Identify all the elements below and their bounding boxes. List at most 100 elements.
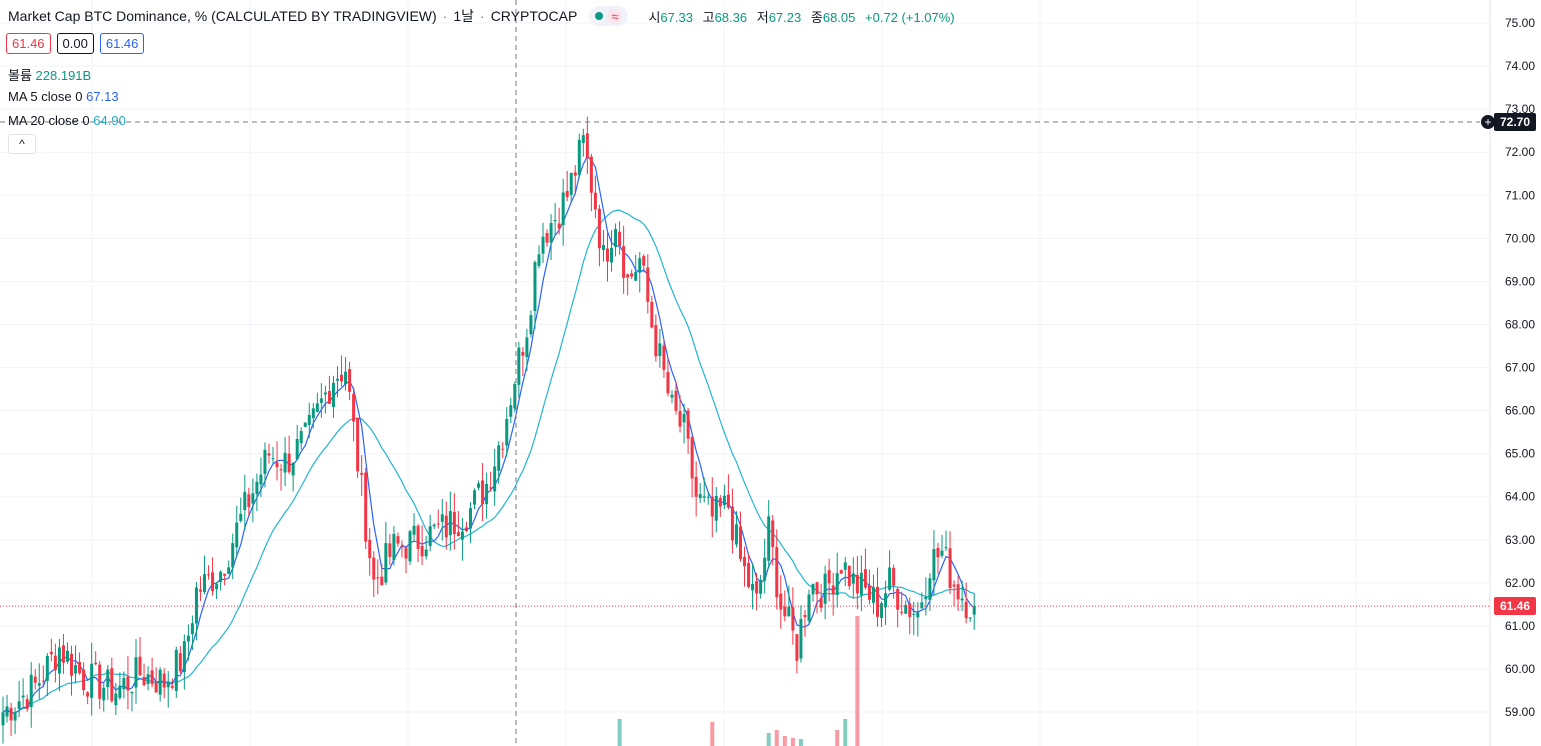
candle-body <box>412 525 416 535</box>
open-value: 67.33 <box>660 9 693 25</box>
candle-body <box>279 469 283 471</box>
candle-body <box>831 585 835 595</box>
candle-body <box>118 685 122 698</box>
candle-body <box>275 462 279 468</box>
candle-body <box>706 496 710 498</box>
ma20-indicator[interactable]: MA 20 close 0 64.90 <box>8 113 126 128</box>
candle-body <box>267 453 271 456</box>
collapse-legend-button[interactable]: ^ <box>8 134 36 154</box>
candle-body <box>473 490 477 505</box>
candle-body <box>626 274 630 278</box>
candle-body <box>851 573 855 584</box>
candle-body <box>126 676 130 691</box>
candle-body <box>505 419 509 446</box>
candle-body <box>408 531 412 562</box>
candle-body <box>207 574 211 576</box>
y-tick-label: 64.00 <box>1505 490 1535 504</box>
volume-bar <box>782 736 787 746</box>
candle-body <box>501 448 505 450</box>
candle-body <box>541 236 545 254</box>
exchange-label[interactable]: CRYPTOCAP <box>490 8 578 24</box>
candle-body <box>952 584 956 587</box>
candle-body <box>331 382 335 407</box>
candle-body <box>25 699 29 709</box>
candle-body <box>601 245 605 251</box>
candle-body <box>372 557 376 580</box>
candle-body <box>122 678 126 690</box>
candle-body <box>634 271 638 281</box>
candle-body <box>223 573 227 576</box>
candle-body <box>37 683 41 686</box>
candle-body <box>174 649 178 691</box>
candle-body <box>90 663 94 698</box>
wave-icon: ≈ <box>607 8 623 24</box>
volume-indicator[interactable]: 볼륨 228.191B <box>8 68 92 83</box>
candle-body <box>867 585 871 600</box>
candle-body <box>819 598 823 608</box>
y-tick-label: 67.00 <box>1505 361 1535 375</box>
candle-body <box>404 548 408 559</box>
volume-bar <box>710 722 715 746</box>
candle-body <box>190 623 194 635</box>
candle-body <box>658 343 662 357</box>
candle-body <box>291 462 295 476</box>
candle-body <box>904 604 908 614</box>
market-status-pill[interactable]: ≈ <box>589 6 629 26</box>
candle-body <box>29 674 33 708</box>
candle-body <box>57 647 61 674</box>
ma5-indicator[interactable]: MA 5 close 0 67.13 <box>8 89 119 104</box>
candle-body <box>936 547 940 558</box>
candle-body <box>33 676 37 683</box>
interval-label[interactable]: 1날 <box>453 8 475 24</box>
candle-body <box>352 394 356 422</box>
candle-body <box>299 431 303 444</box>
candle-body <box>98 664 102 699</box>
candle-body <box>618 231 622 246</box>
candle-body <box>964 601 968 619</box>
candle-body <box>734 524 738 545</box>
candle-body <box>896 588 900 610</box>
candle-body <box>114 693 118 706</box>
candle-body <box>460 531 464 540</box>
volume-value: 228.191B <box>35 68 92 83</box>
candle-body <box>142 676 146 686</box>
volume-bar <box>774 730 779 746</box>
candle-body <box>436 523 440 525</box>
candle-body <box>537 254 541 266</box>
candle-body <box>569 173 573 195</box>
symbol-title[interactable]: Market Cap BTC Dominance, % (CALCULATED … <box>8 8 437 24</box>
candle-body <box>110 668 114 701</box>
candle-body <box>158 669 162 695</box>
candle-body <box>892 567 896 586</box>
candle-body <box>827 570 831 584</box>
buy-price-box[interactable]: 61.46 <box>99 33 145 54</box>
candle-body <box>928 578 932 600</box>
candle-body <box>271 458 275 460</box>
candle-body <box>49 651 53 655</box>
y-tick-label: 75.00 <box>1505 16 1535 30</box>
ma5-value: 67.13 <box>86 89 119 104</box>
sell-price-box[interactable]: 61.46 <box>6 33 51 54</box>
candle-body <box>130 691 134 694</box>
close-value: 68.05 <box>822 9 856 25</box>
candle-body <box>783 606 787 617</box>
candle-body <box>489 487 493 489</box>
candle-body <box>344 371 348 385</box>
candle-body <box>513 384 517 409</box>
candle-body <box>823 573 827 604</box>
candle-body <box>239 513 243 521</box>
candle-body <box>960 598 964 601</box>
volume-bar <box>843 719 848 746</box>
candle-body <box>916 612 920 618</box>
candle-body <box>775 547 779 598</box>
candle-body <box>581 135 585 143</box>
candle-body <box>364 472 368 542</box>
candle-body <box>424 549 428 557</box>
candle-body <box>803 615 807 618</box>
add-alert-plus-icon[interactable]: + <box>1480 114 1496 130</box>
candle-body <box>315 403 319 412</box>
candle-body <box>807 594 811 621</box>
candle-body <box>203 574 206 592</box>
candle-body <box>335 378 339 381</box>
